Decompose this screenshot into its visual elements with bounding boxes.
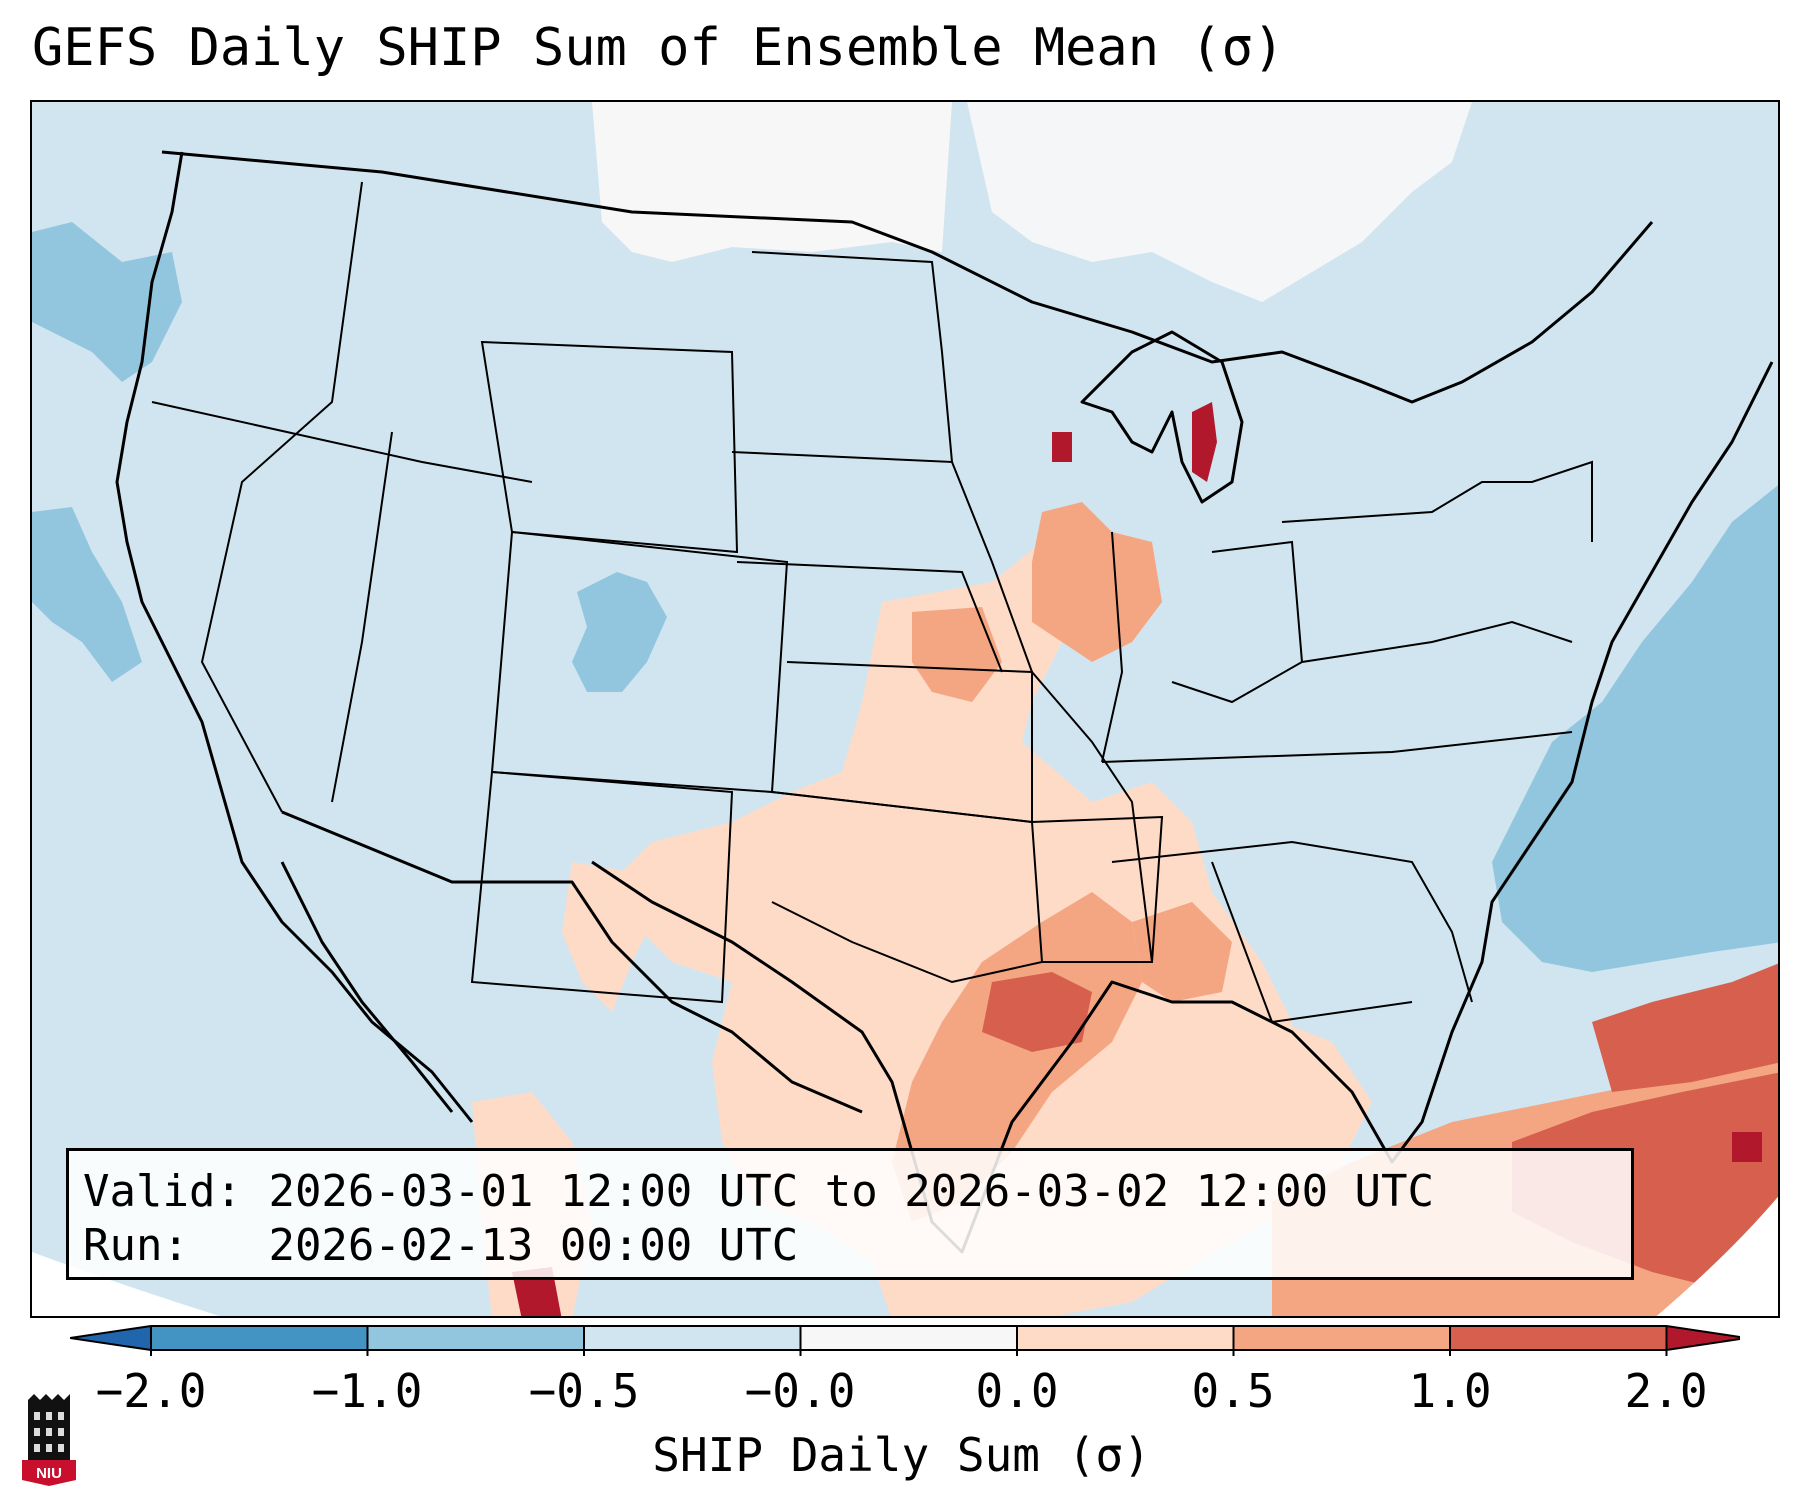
valid-value: 2026-03-01 12:00 UTC to 2026-03-02 12:00…: [268, 1166, 1435, 1217]
border-new-mexico: [470, 770, 734, 1004]
canada-border: [161, 150, 1654, 404]
region-iowa-illinois-moderate: [1032, 502, 1162, 662]
gulf-coastline: [591, 361, 1774, 1254]
region-pacific-offshore-negative-2: [32, 507, 142, 682]
border-wyoming: [480, 340, 739, 554]
border-rockies: [200, 181, 363, 813]
run-label: Run:: [83, 1220, 189, 1271]
logo-windows: [34, 1412, 64, 1452]
valid-label: Valid:: [83, 1166, 242, 1217]
colorbar-segment: [151, 1326, 368, 1350]
state-borders: [151, 181, 1593, 1024]
run-value: 2026-02-13 00:00 UTC: [268, 1220, 799, 1271]
colorbar-tick-label: −1.0: [311, 1364, 423, 1418]
border-west-north: [151, 401, 533, 483]
region-caribbean-strong-2: [1592, 963, 1778, 1092]
colorbar-tick-label: 0.5: [1191, 1364, 1275, 1418]
colorbar-tick-label: 0.0: [975, 1364, 1059, 1418]
colorbar-tick-label: −0.0: [744, 1364, 856, 1418]
border-mid-atlantic: [1301, 620, 1573, 663]
colorbar-label: SHIP Daily Sum (σ): [652, 1428, 1151, 1482]
colorbar-tick-label: 2.0: [1624, 1364, 1708, 1418]
niu-logo: NIU: [22, 1394, 76, 1486]
colorbar-tick-label: 1.0: [1408, 1364, 1492, 1418]
border-utah-nevada: [331, 431, 393, 803]
colorbar-segment: [1017, 1326, 1234, 1350]
region-louisiana-texas-coast-moderate: [892, 892, 1142, 1222]
border-southeast: [1211, 861, 1413, 1024]
valid-run-info-box: Valid: 2026-03-01 12:00 UTC to 2026-03-0…: [66, 1148, 1634, 1280]
projection-lower-right-corner: [1656, 1196, 1778, 1316]
colorbar-segment: [584, 1326, 801, 1350]
border-arkansas-louisiana: [1031, 815, 1164, 963]
map-title: GEFS Daily SHIP Sum of Ensemble Mean (σ): [32, 18, 1285, 78]
region-caribbean-extreme: [1732, 1132, 1762, 1162]
colorbar: [70, 1325, 1740, 1356]
region-wisconsin-extreme: [1052, 432, 1072, 462]
logo-text: NIU: [36, 1465, 62, 1482]
logo-red-banner: [22, 1460, 76, 1486]
mexico-border: [281, 810, 863, 1114]
border-northeast: [1281, 460, 1593, 542]
region-canadian-prairies-neutral: [592, 102, 952, 262]
colorbar-segment: [1233, 1326, 1450, 1350]
colorbar-extend-low: [70, 1326, 151, 1350]
colorbar-segment: [1450, 1326, 1667, 1350]
logo-tower-top: [28, 1394, 70, 1400]
border-south: [1111, 840, 1473, 1003]
region-ontario-quebec-neutral: [967, 102, 1472, 302]
border-nebraska: [736, 561, 1003, 673]
border-dakotas: [731, 251, 954, 464]
colorbar-extend-high: [1666, 1326, 1740, 1350]
border-illinois-indiana: [1101, 531, 1124, 763]
region-kansas-moderate: [912, 607, 1002, 702]
region-lake-michigan-extreme: [1192, 402, 1217, 482]
coastline-outlines: [115, 150, 1774, 1254]
region-colorado-negative: [572, 572, 667, 692]
baja-coastline: [280, 861, 454, 1113]
projection-lower-left-corner: [32, 1252, 220, 1316]
border-oklahoma-texas: [771, 791, 1044, 984]
colorbar-tick-label: −2.0: [95, 1364, 207, 1418]
region-texas-coast-strong: [982, 972, 1092, 1052]
map-panel: [30, 100, 1780, 1318]
run-line: Run: 2026-02-13 00:00 UTC: [83, 1219, 1617, 1273]
colorbar-segment: [800, 1326, 1017, 1350]
great-lakes-outline: [1080, 330, 1244, 504]
region-western-atlantic-negative: [1492, 485, 1778, 972]
valid-line: Valid: 2026-03-01 12:00 UTC to 2026-03-0…: [83, 1165, 1617, 1219]
border-mississippi-river: [951, 461, 1153, 963]
pacific-coastline: [115, 151, 474, 1123]
border-kentucky-tennessee: [1101, 731, 1573, 763]
ship-anomaly-map: [32, 102, 1778, 1316]
region-mississippi-moderate: [1132, 902, 1232, 1002]
colorbar-segment: [367, 1326, 584, 1350]
colorbar-tick-label: −0.5: [528, 1364, 640, 1418]
